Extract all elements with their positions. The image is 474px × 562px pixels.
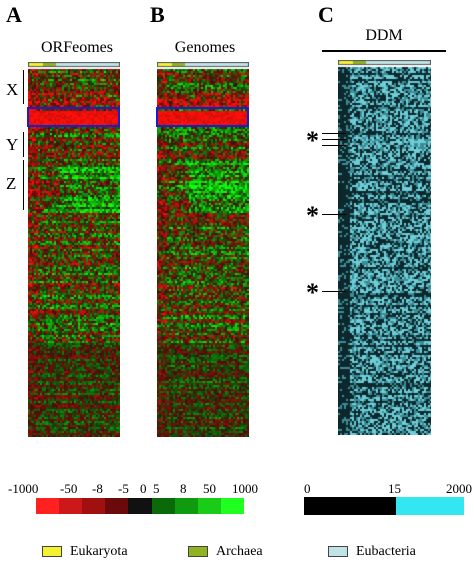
legend-label-eubacteria: Eubacteria [356,544,416,559]
group-x-label: X [6,80,19,99]
pointer-line-1c [322,145,346,146]
pointer-line-1a [322,133,346,134]
orfeomes-heatmap [28,62,120,437]
highlight-box-b [156,107,249,127]
signed-scale-step-8 [220,498,244,514]
panel-b-letter: B [150,2,165,27]
legend-label-eukaryota: Eukaryota [70,544,128,559]
scale-signed-label-6: 8 [180,481,187,496]
group-x-bracket [23,70,24,104]
pointer-line-1b [322,139,346,140]
group-z-bracket [23,160,24,210]
panel-b-title: Genomes [174,39,236,56]
scale-ddm-label-0: 0 [304,481,311,496]
pointer-line-3 [322,291,346,292]
signed-scale-step-3 [105,498,129,514]
signed-scale-step-5 [151,498,175,514]
ddm-scale-cyan [396,497,464,515]
legend-swatch-eukaryota [42,546,62,557]
scale-signed-label-8: 1000 [232,481,258,496]
group-z-label: Z [6,174,17,193]
panel-a-letter: A [6,2,22,27]
signed-scale-step-4 [128,498,152,514]
asterisk-2: * [306,201,319,230]
scale-signed-label-1: -50 [60,481,78,496]
legend-swatch-eubacteria [328,546,348,557]
scale-signed-label-7: 50 [203,481,216,496]
signed-color-scale [36,498,244,514]
signed-scale-step-2 [82,498,106,514]
genomes-heatmap [157,62,249,437]
legend-swatch-archaea [188,546,208,557]
scale-signed-label-4: 0 [140,481,147,496]
ddm-heatmap [338,60,431,435]
scale-ddm-label-2: 2000 [446,481,472,496]
signed-scale-step-7 [197,498,221,514]
ddm-scale-black [304,497,396,515]
scale-signed-label-3: -5 [118,481,129,496]
signed-scale-step-1 [59,498,83,514]
panel-a-title: ORFeomes [41,39,113,56]
scale-signed-label-5: 5 [153,481,160,496]
pointer-line-2 [322,214,346,215]
group-y-bracket [23,132,24,157]
asterisk-3: * [306,278,319,307]
highlight-box-a [27,107,120,127]
signed-scale-step-6 [174,498,198,514]
scale-ddm-label-1: 15 [388,481,401,496]
panel-c-letter: C [318,2,334,27]
scale-signed-label-2: -8 [92,481,103,496]
panel-c-title-rule [322,50,446,52]
scale-signed-label-0: -1000 [8,481,39,496]
panel-c-title: DDM [365,27,403,44]
legend-label-archaea: Archaea [216,544,263,559]
signed-scale-step-0 [36,498,60,514]
asterisk-1: * [306,126,319,155]
group-y-label: Y [6,135,19,154]
